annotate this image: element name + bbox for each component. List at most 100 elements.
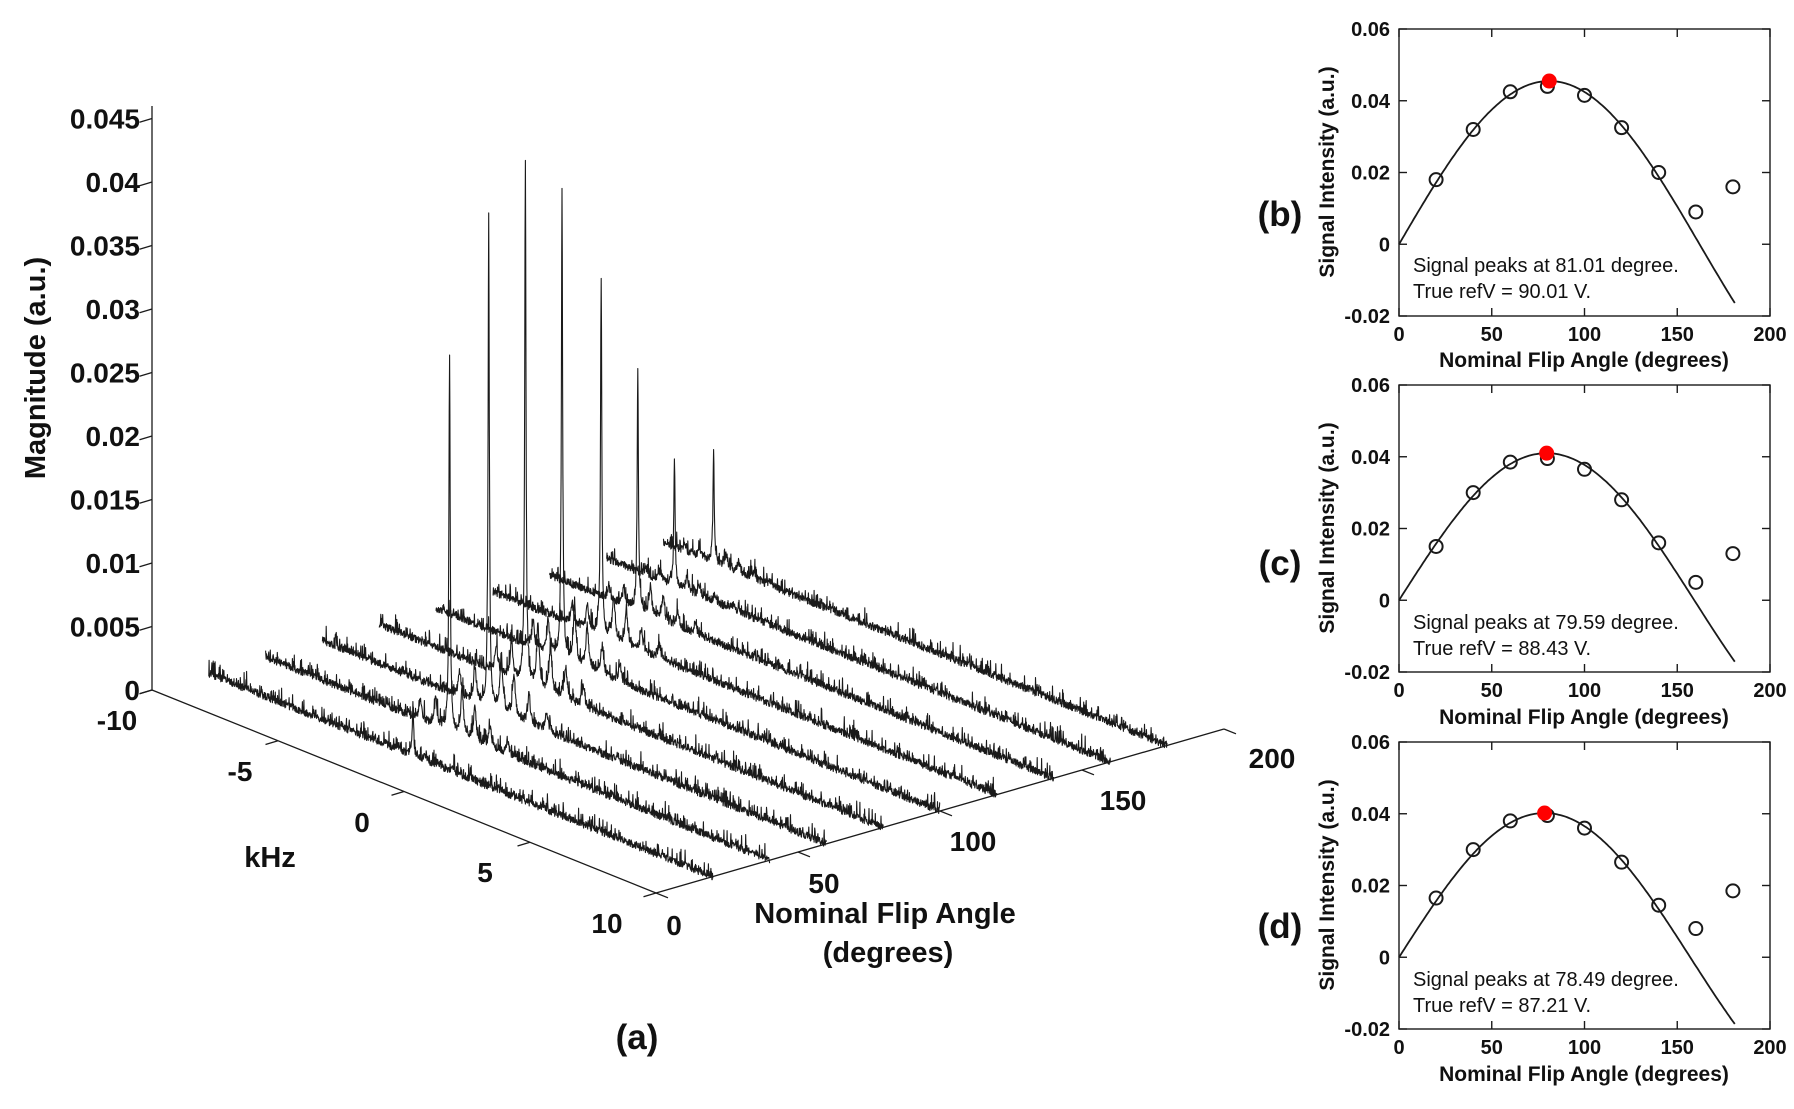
z-axis-tick	[139, 181, 153, 187]
x-tick-label: 50	[1481, 1037, 1503, 1059]
panel-b-annotation-line1: Signal peaks at 81.01 degree.	[1413, 255, 1679, 277]
panel-c-ylabel: Signal Intensity (a.u.)	[1316, 422, 1339, 633]
waterfall-trace-180deg	[662, 449, 1168, 749]
khz-axis-tick-label: -10	[97, 705, 137, 736]
khz-axis-tick	[265, 740, 279, 746]
y-tick-label: -0.02	[1344, 306, 1390, 328]
panel-a-khz-axis-label: kHz	[244, 842, 296, 874]
panel-c-tag: (c)	[1259, 544, 1302, 583]
z-axis-tick	[139, 435, 153, 441]
z-axis-tick-label: 0.025	[70, 358, 140, 389]
x-tick-label: 200	[1753, 680, 1786, 702]
z-axis-tick	[139, 625, 153, 631]
panel-c-annotation-line1: Signal peaks at 79.59 degree.	[1413, 612, 1679, 634]
flip-axis-tick-label: 100	[950, 826, 997, 857]
data-point-circle	[1614, 120, 1630, 136]
x-tick-label: 50	[1481, 680, 1503, 702]
waterfall-trace-40deg	[265, 354, 771, 864]
y-tick-label: 0.04	[1351, 804, 1391, 826]
peak-marker-red	[1541, 73, 1557, 89]
data-point-circle	[1428, 538, 1444, 554]
x-tick-label: 100	[1568, 324, 1601, 346]
x-tick-label: 0	[1393, 324, 1404, 346]
y-tick-label: 0	[1379, 590, 1390, 612]
data-point-circle	[1428, 172, 1444, 188]
flip-axis-tick	[1223, 728, 1237, 735]
flip-axis-tick-label: 150	[1100, 785, 1147, 816]
data-point-circle	[1502, 813, 1518, 829]
x-tick-label: 150	[1661, 324, 1694, 346]
fit-curve	[1398, 452, 1736, 663]
flip-axis-tick	[1081, 769, 1095, 776]
data-point-circle	[1651, 165, 1667, 180]
y-tick-label: 0.04	[1351, 447, 1391, 469]
x-tick-label: 150	[1661, 1037, 1694, 1059]
x-tick-label: 0	[1393, 1037, 1404, 1059]
z-axis-tick-label: 0.01	[86, 548, 141, 579]
x-tick-label: 150	[1661, 680, 1694, 702]
data-point-circle	[1725, 179, 1741, 195]
waterfall-trace-140deg	[549, 367, 1055, 782]
z-axis-tick	[139, 371, 153, 377]
y-tick-label: 0.06	[1351, 732, 1390, 754]
data-point-circle	[1688, 204, 1704, 220]
flip-axis-tick	[797, 851, 811, 858]
fit-curve	[1398, 80, 1736, 304]
data-point-circle	[1465, 842, 1481, 858]
panel-b-annotation-line2: True refV = 90.01 V.	[1413, 281, 1591, 303]
z-axis-tick	[139, 244, 153, 250]
panel-a-tag: (a)	[616, 1018, 659, 1057]
waterfall-trace-120deg	[492, 277, 998, 798]
panel-d-ylabel: Signal Intensity (a.u.)	[1316, 779, 1339, 990]
y-tick-label: -0.02	[1344, 662, 1390, 684]
fit-curve	[1398, 812, 1736, 1025]
panel-d-annotation-line2: True refV = 87.21 V.	[1413, 995, 1591, 1017]
flip-axis-tick	[655, 892, 669, 899]
panel-d-xlabel: Nominal Flip Angle (degrees)	[1439, 1063, 1729, 1086]
panel-c-annotation-line2: True refV = 88.43 V.	[1413, 638, 1591, 660]
z-axis-tick-label: 0.03	[86, 294, 141, 325]
data-point-circle	[1465, 485, 1481, 501]
flip-axis-tick-label: 50	[808, 868, 839, 899]
khz-axis-tick	[643, 892, 657, 898]
x-tick-label: 200	[1753, 324, 1786, 346]
x-tick-label: 200	[1753, 1037, 1786, 1059]
khz-axis-tick-label: -5	[228, 756, 253, 787]
khz-axis-tick-label: 10	[591, 908, 622, 939]
panel-a-axes: 0 0.005 0.01 0.015 0.02 0.025 0.03 0.035 0.04 0.0…	[70, 104, 1295, 942]
data-point-circle	[1688, 574, 1704, 590]
data-point-circle	[1614, 492, 1630, 508]
data-point-circle	[1502, 454, 1518, 470]
y-tick-label: 0.02	[1351, 876, 1390, 898]
waterfall-trace-20deg	[208, 659, 714, 881]
y-tick-label: 0.02	[1351, 519, 1390, 541]
khz-axis-tick	[391, 790, 405, 796]
data-point-circle	[1465, 121, 1481, 137]
y-tick-label: 0.06	[1351, 19, 1390, 41]
data-point-circle	[1577, 87, 1592, 103]
peak-marker-red	[1539, 445, 1555, 461]
waterfall-trace-60deg	[321, 212, 827, 847]
khz-axis-tick	[139, 689, 153, 695]
waterfall-trace-80deg	[378, 159, 884, 831]
x-tick-label: 0	[1393, 680, 1404, 702]
z-axis-tick	[139, 562, 153, 568]
panel-a-flip-axis-label-line1: Nominal Flip Angle	[754, 898, 1016, 930]
z-axis-tick-label: 0.04	[86, 167, 141, 198]
panel-a-z-axis-label: Magnitude (a.u.)	[20, 257, 52, 479]
flip-axis-tick-label: 0	[666, 910, 682, 941]
x-tick-label: 100	[1568, 1037, 1601, 1059]
panel-b-xlabel: Nominal Flip Angle (degrees)	[1439, 349, 1729, 372]
data-point-circle	[1725, 883, 1741, 899]
data-point-circle	[1725, 546, 1741, 562]
waterfall-trace-100deg	[435, 187, 941, 815]
panel-a-waterfall-traces	[208, 159, 1168, 881]
y-tick-label: 0.04	[1351, 91, 1391, 113]
data-point-circle	[1502, 84, 1518, 100]
z-axis-tick	[139, 308, 153, 314]
panel-d-annotation-line1: Signal peaks at 78.49 degree.	[1413, 969, 1679, 991]
panel-d-tag: (d)	[1258, 907, 1303, 946]
